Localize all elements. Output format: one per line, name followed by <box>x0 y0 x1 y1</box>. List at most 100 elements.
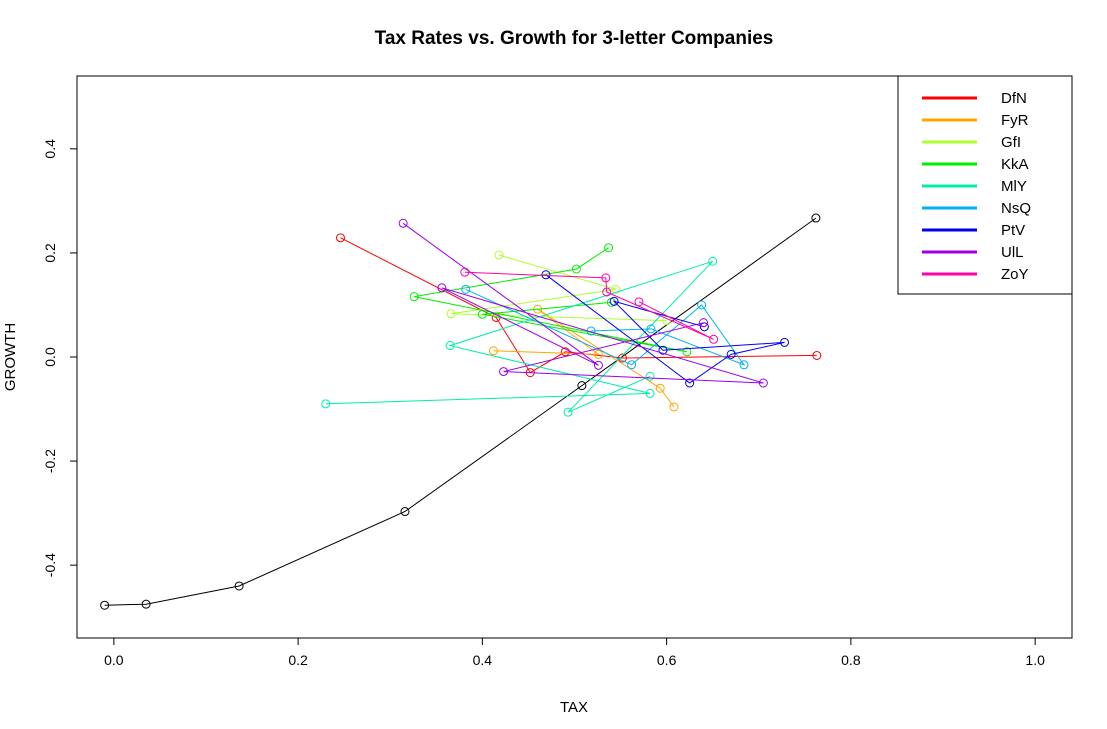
data-point-mly <box>708 256 718 266</box>
legend-label: ZoY <box>1001 266 1029 283</box>
y-tick-label: 0.0 <box>42 347 58 367</box>
series-line-ull <box>402 222 764 384</box>
data-point-overall <box>811 213 821 223</box>
data-point-ull <box>698 318 708 328</box>
legend-item: NsQ <box>922 200 1031 217</box>
y-tick-label: -0.4 <box>42 553 58 577</box>
data-point-mly <box>563 407 573 417</box>
series-dfn <box>335 233 822 378</box>
data-point-nsq <box>461 284 471 294</box>
data-point-nsq <box>697 300 707 310</box>
chart-title: Tax Rates vs. Growth for 3-letter Compan… <box>375 28 774 49</box>
data-point-kka <box>682 347 692 357</box>
y-axis: -0.4 -0.2 0.0 0.2 0.4 <box>42 139 78 577</box>
data-point-zoy <box>709 334 719 344</box>
series-line-ptv <box>545 274 785 384</box>
series-line-kka <box>414 247 687 353</box>
data-point-overall <box>400 507 410 517</box>
x-tick-label: 0.2 <box>288 652 308 668</box>
legend: DfN FyR GfI KkA MlY NsQ PtV UlL ZoY <box>897 75 1073 295</box>
legend-item: UlL <box>922 244 1024 261</box>
data-point-overall <box>100 600 110 610</box>
x-tick-label: 1.0 <box>1025 652 1045 668</box>
series-line-dfn <box>340 237 817 374</box>
data-point-gfi <box>611 284 621 294</box>
data-point-kka <box>604 243 614 253</box>
legend-label: GfI <box>1001 134 1021 151</box>
series-line-zoy <box>464 271 714 340</box>
data-point-overall <box>141 599 151 609</box>
data-point-fyr <box>669 402 679 412</box>
legend-label: NsQ <box>1001 200 1031 217</box>
data-point-ptv <box>780 337 790 347</box>
data-point-mly <box>445 341 455 351</box>
series-ull <box>398 218 768 388</box>
data-point-ptv <box>699 322 709 332</box>
series-mly <box>321 256 718 417</box>
legend-item: ZoY <box>922 266 1029 283</box>
legend-label: PtV <box>1001 222 1025 239</box>
legend-label: UlL <box>1001 244 1024 261</box>
data-point-ull <box>437 283 447 293</box>
legend-item: PtV <box>922 222 1025 239</box>
series-ptv <box>541 270 790 388</box>
data-point-ull <box>758 378 768 388</box>
data-point-ptv <box>658 345 668 355</box>
data-point-kka <box>571 264 581 274</box>
data-point-dfn <box>560 347 570 357</box>
series-line-mly <box>325 260 714 413</box>
data-point-fyr <box>655 383 665 393</box>
series-layer <box>100 213 822 610</box>
data-point-nsq <box>627 360 637 370</box>
data-point-nsq <box>646 324 656 334</box>
legend-label: KkA <box>1001 156 1029 173</box>
legend-label: DfN <box>1001 90 1027 107</box>
data-point-kka <box>477 309 487 319</box>
legend-item: DfN <box>922 90 1027 107</box>
series-nsq <box>461 284 749 370</box>
x-axis-label: TAX <box>560 699 588 716</box>
data-point-nsq <box>739 360 749 370</box>
data-point-mly <box>321 399 331 409</box>
data-point-fyr <box>488 346 498 356</box>
data-point-dfn <box>812 350 822 360</box>
data-point-mly <box>645 388 655 398</box>
data-point-zoy <box>602 287 612 297</box>
series-line-nsq <box>465 288 746 366</box>
data-point-gfi <box>446 309 456 319</box>
y-axis-label: GROWTH <box>2 323 19 391</box>
x-tick-label: 0.4 <box>473 652 493 668</box>
data-point-zoy <box>460 267 470 277</box>
data-point-ull <box>499 367 509 377</box>
series-gfi <box>446 250 672 326</box>
legend-label: MlY <box>1001 178 1027 195</box>
x-axis: 0.0 0.2 0.4 0.6 0.8 1.0 <box>104 637 1045 668</box>
legend-item: KkA <box>922 156 1029 173</box>
series-line-overall <box>104 217 817 606</box>
data-point-dfn <box>335 233 345 243</box>
legend-label: FyR <box>1001 112 1029 129</box>
legend-item: GfI <box>922 134 1021 151</box>
data-point-overall <box>234 581 244 591</box>
y-tick-label: 0.2 <box>42 243 58 263</box>
x-tick-label: 0.6 <box>657 652 677 668</box>
series-kka <box>409 243 692 357</box>
data-point-ptv <box>685 378 695 388</box>
x-tick-label: 0.8 <box>841 652 861 668</box>
data-point-zoy <box>601 273 611 283</box>
series-zoy <box>460 267 719 344</box>
data-point-zoy <box>634 297 644 307</box>
data-point-ptv <box>541 270 551 280</box>
series-overall <box>100 213 821 610</box>
data-point-mly <box>645 371 655 381</box>
data-point-kka <box>409 292 419 302</box>
data-point-ptv <box>726 349 736 359</box>
y-tick-label: -0.2 <box>42 449 58 473</box>
x-tick-label: 0.0 <box>104 652 124 668</box>
y-tick-label: 0.4 <box>42 139 58 159</box>
legend-item: MlY <box>922 178 1027 195</box>
data-point-ull <box>593 360 603 370</box>
data-point-dfn <box>617 353 627 363</box>
legend-item: FyR <box>922 112 1029 129</box>
